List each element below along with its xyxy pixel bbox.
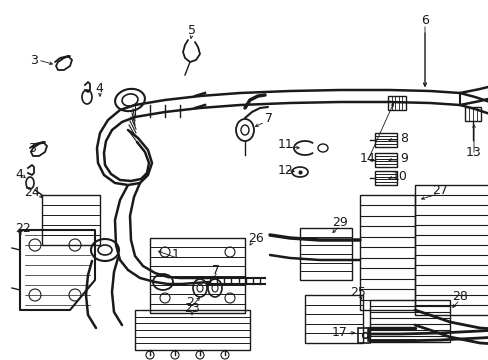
- Text: 4: 4: [95, 81, 102, 94]
- Bar: [305, 295, 362, 343]
- Text: 10: 10: [391, 170, 407, 183]
- Bar: [387, 96, 405, 110]
- Text: 11: 11: [278, 139, 293, 152]
- Text: 29: 29: [331, 216, 347, 229]
- Text: 17: 17: [331, 325, 347, 338]
- Bar: [42, 195, 100, 245]
- Text: 28: 28: [451, 289, 467, 302]
- Text: 27: 27: [431, 184, 447, 197]
- Bar: [299, 228, 351, 280]
- Text: 3: 3: [30, 54, 38, 67]
- Bar: [374, 153, 396, 167]
- Text: 7: 7: [264, 112, 272, 125]
- Text: 1: 1: [172, 248, 180, 261]
- Text: 13: 13: [465, 145, 481, 158]
- Text: 26: 26: [247, 231, 263, 244]
- Text: 14: 14: [359, 152, 375, 165]
- Text: 22: 22: [15, 221, 31, 234]
- Text: 3: 3: [28, 141, 36, 154]
- Text: 2: 2: [185, 296, 194, 309]
- Bar: [414, 185, 488, 315]
- Text: 8: 8: [399, 131, 407, 144]
- Bar: [374, 133, 396, 147]
- Text: 4: 4: [15, 168, 23, 181]
- Text: 24: 24: [24, 185, 40, 198]
- Text: 12: 12: [278, 163, 293, 176]
- Text: 25: 25: [349, 285, 365, 298]
- Bar: [464, 107, 480, 121]
- Bar: [359, 195, 414, 310]
- Bar: [374, 171, 396, 185]
- Text: 7: 7: [212, 264, 220, 276]
- Bar: [357, 328, 369, 343]
- Text: 6: 6: [420, 13, 428, 27]
- Text: 9: 9: [399, 152, 407, 165]
- Bar: [369, 300, 449, 342]
- Text: 5: 5: [187, 23, 196, 36]
- Text: 23: 23: [184, 302, 200, 315]
- Bar: [135, 310, 249, 350]
- Bar: [150, 238, 244, 313]
